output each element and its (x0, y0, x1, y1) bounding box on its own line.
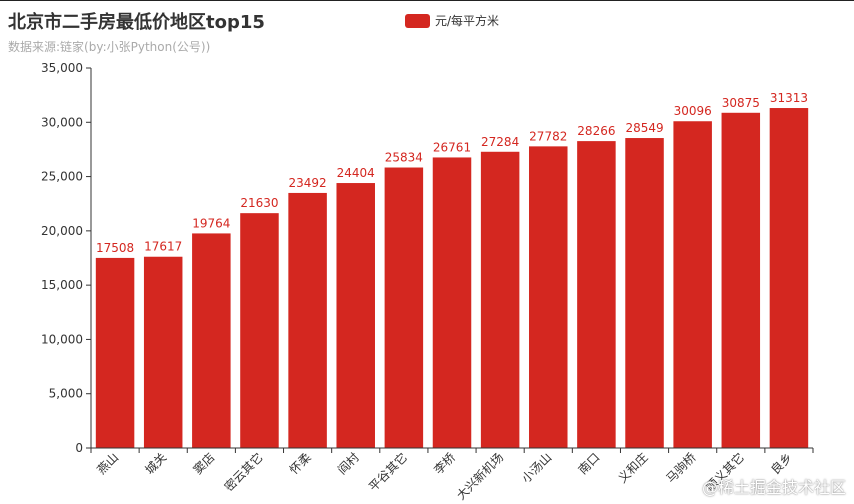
y-axis: 0 5,000 10,000 15,000 20,000 25,000 30,000 35,0… (41, 61, 92, 455)
bar[interactable] (143, 256, 183, 448)
bar[interactable] (336, 183, 375, 448)
data-label: 24404 (337, 166, 375, 180)
x-tick-label: 义和庄 (615, 450, 651, 486)
data-label: 28549 (625, 121, 663, 135)
y-tick-label: 10,000 (41, 332, 83, 346)
data-label: 31313 (770, 91, 808, 105)
x-tick-label: 怀柔 (287, 450, 314, 477)
x-tick-label: 良乡 (767, 450, 795, 478)
bar[interactable] (529, 146, 568, 448)
y-tick-label: 30,000 (41, 115, 83, 129)
watermark: @稀土掘金技术社区 (701, 478, 846, 497)
bar[interactable] (721, 112, 761, 449)
y-tick-label: 25,000 (41, 170, 83, 184)
bar[interactable] (288, 192, 327, 448)
bar[interactable] (432, 157, 472, 448)
bar[interactable] (577, 141, 616, 448)
data-label: 21630 (240, 196, 278, 210)
x-tick-label: 小汤山 (519, 450, 554, 485)
chart-subtitle: 数据来源:链家(by:小张Python(公号)) (8, 40, 211, 54)
legend[interactable]: 元/每平方米 (405, 12, 499, 29)
legend-label: 元/每平方米 (435, 14, 500, 28)
x-tick-label: 平谷其它 (365, 450, 410, 495)
x-tick-label: 马驹桥 (663, 450, 699, 486)
x-tick-label: 密云其它 (221, 450, 266, 495)
data-label: 25834 (385, 151, 423, 165)
data-label: 26761 (433, 140, 471, 154)
data-label: 30875 (722, 96, 760, 110)
bar[interactable] (625, 138, 664, 448)
data-label: 17617 (144, 240, 182, 254)
chart-title: 北京市二手房最低价地区top15 (8, 12, 265, 33)
x-tick-label: 李桥 (431, 450, 459, 478)
data-label: 28266 (577, 124, 615, 138)
y-tick-label: 5,000 (49, 387, 83, 401)
x-tick-label: 窦店 (191, 450, 218, 477)
x-tick-label: 大兴新机场 (453, 450, 506, 503)
y-tick-label: 35,000 (41, 61, 83, 75)
data-label: 30096 (674, 104, 712, 118)
top-border (0, 0, 854, 1)
x-tick-label: 燕山 (94, 450, 121, 477)
bar[interactable] (769, 108, 809, 449)
data-label: 19764 (192, 216, 230, 230)
data-label: 27284 (481, 135, 519, 149)
bar[interactable] (673, 121, 712, 448)
y-tick-label: 15,000 (41, 278, 83, 292)
data-label: 23492 (289, 176, 327, 190)
bar[interactable] (192, 233, 231, 448)
y-tick-label: 0 (75, 441, 83, 455)
legend-swatch (405, 13, 430, 28)
bar[interactable] (95, 257, 135, 448)
data-label: 27782 (529, 129, 567, 143)
y-tick-label: 20,000 (41, 224, 83, 238)
x-tick-label: 城关 (142, 450, 169, 477)
bar[interactable] (480, 151, 520, 448)
x-tick-label: 南口 (575, 450, 603, 478)
x-tick-label: 阎村 (335, 450, 362, 477)
bar[interactable] (240, 213, 279, 448)
bars: 17508 17617 19764 21630 23492 24404 25834 26761… (95, 91, 809, 449)
bar[interactable] (384, 167, 424, 448)
data-label: 17508 (96, 241, 134, 255)
